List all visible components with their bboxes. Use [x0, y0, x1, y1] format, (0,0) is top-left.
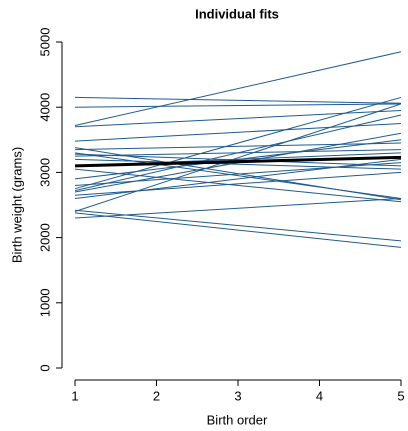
x-tick-label: 4	[316, 388, 323, 403]
series-line	[74, 212, 402, 248]
series-line	[74, 153, 402, 167]
series-line	[74, 155, 402, 168]
series-line	[74, 168, 402, 203]
series-line	[74, 103, 402, 212]
series-line	[74, 158, 402, 199]
series-line	[74, 152, 402, 199]
series-line	[74, 103, 402, 108]
y-tick-label: 1000	[37, 288, 52, 317]
y-tick-label: 0	[37, 364, 52, 371]
y-tick-label: 4000	[37, 93, 52, 122]
y-tick-label: 5000	[37, 28, 52, 57]
series-line	[74, 171, 402, 196]
y-axis-label: Birth weight (grams)	[9, 147, 24, 263]
y-tick-label: 3000	[37, 158, 52, 187]
chart-title: Individual fits	[195, 6, 279, 21]
series-line	[74, 96, 402, 190]
y-tick-label: 2000	[37, 223, 52, 252]
series-line	[74, 209, 402, 242]
series-line	[74, 158, 402, 170]
x-tick-label: 3	[234, 388, 241, 403]
series-line	[74, 51, 402, 126]
x-tick-label: 2	[153, 388, 160, 403]
series-line	[74, 109, 402, 128]
x-axis-label: Birth order	[207, 412, 268, 427]
series-line	[74, 123, 402, 142]
series-line	[74, 197, 402, 219]
series-line	[74, 139, 402, 180]
x-tick-label: 1	[71, 388, 78, 403]
series-line	[74, 96, 402, 104]
series-line	[74, 162, 402, 186]
x-tick-label: 5	[397, 388, 404, 403]
series-line	[74, 142, 402, 151]
series-line	[74, 114, 402, 192]
